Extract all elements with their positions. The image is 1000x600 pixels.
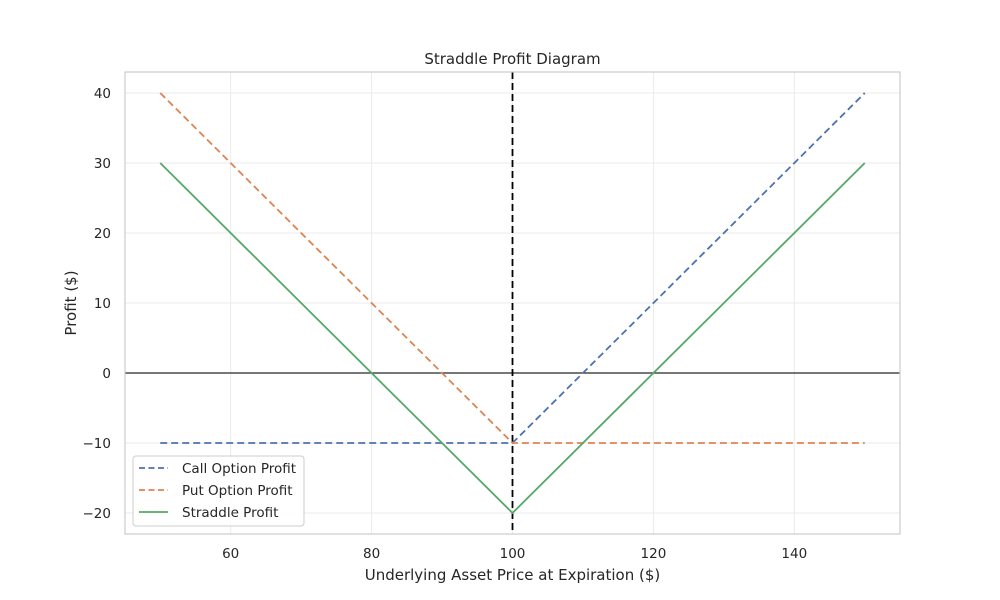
y-tick-label: −10 (83, 436, 112, 452)
series-line-2 (159, 162, 866, 514)
legend-box (132, 455, 305, 527)
series-line-1 (159, 92, 865, 444)
reference-lines (125, 72, 900, 534)
y-axis-title: Profit ($) (62, 270, 80, 335)
series-lines (159, 92, 866, 514)
x-tick-labels: 60 80 100 120 140 (222, 546, 807, 562)
x-tick-label: 120 (641, 546, 667, 562)
y-tick-label: 10 (94, 296, 111, 312)
legend: Call Option Profit Put Option Profit Strad… (132, 455, 305, 527)
y-tick-label: 20 (94, 226, 111, 242)
x-tick-label: 100 (500, 546, 526, 562)
legend-items: Call Option Profit Put Option Profit Strad… (139, 461, 296, 521)
legend-label: Put Option Profit (182, 483, 293, 499)
chart-title: Straddle Profit Diagram (424, 50, 600, 68)
legend-label: Straddle Profit (182, 505, 278, 521)
y-tick-label: 0 (102, 366, 111, 382)
y-tick-label: −20 (83, 506, 112, 522)
y-tick-labels: −20 −10 0 10 20 30 40 (83, 86, 112, 522)
x-tick-label: 80 (363, 546, 380, 562)
plot-frame (124, 71, 901, 535)
y-tick-label: 30 (94, 156, 111, 172)
x-tick-label: 140 (781, 546, 807, 562)
x-axis-title: Underlying Asset Price at Expiration ($) (365, 566, 661, 584)
legend-label: Call Option Profit (182, 461, 296, 477)
y-tick-label: 40 (94, 86, 111, 102)
x-tick-label: 60 (222, 546, 239, 562)
